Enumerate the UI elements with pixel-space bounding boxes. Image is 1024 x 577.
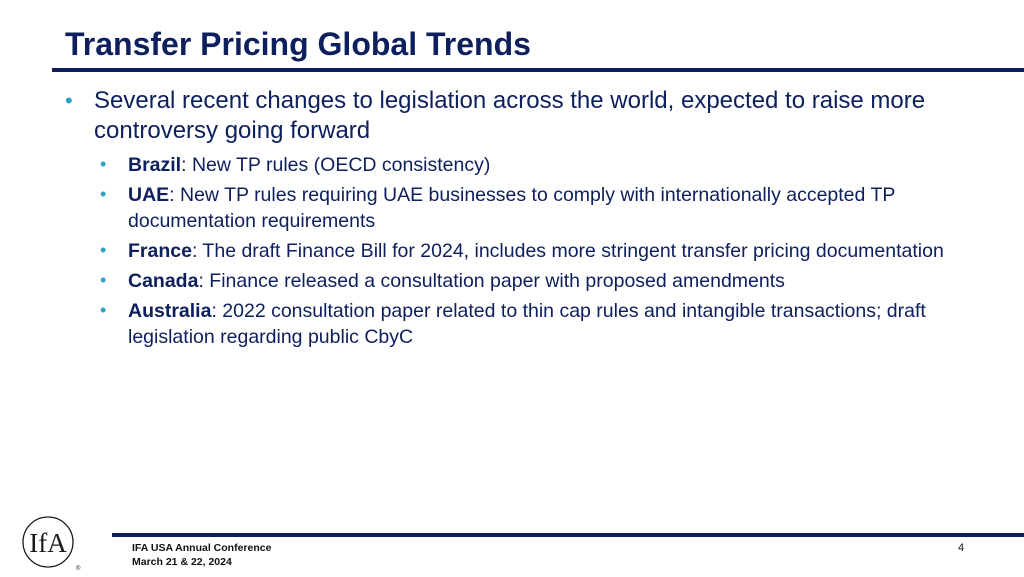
sub-bullet-text: : 2022 consultation paper related to thi… xyxy=(128,300,926,348)
sub-bullet-uae: • UAE: New TP rules requiring UAE busine… xyxy=(98,182,1005,234)
slide-content: • Several recent changes to legislation … xyxy=(60,86,1005,354)
sub-bullet-canada: • Canada: Finance released a consultatio… xyxy=(98,268,1005,294)
main-bullet: • Several recent changes to legislation … xyxy=(60,86,1005,146)
svg-text:®: ® xyxy=(76,565,81,572)
logo-mark: IfA xyxy=(29,528,67,558)
title-divider xyxy=(52,68,1024,72)
sub-bullet-brazil: • Brazil: New TP rules (OECD consistency… xyxy=(98,152,1005,178)
country-label: France xyxy=(128,240,192,262)
ifa-logo-icon: IfA ® xyxy=(18,514,82,572)
footer-conference: IFA USA Annual Conference xyxy=(132,542,272,554)
country-label: Brazil xyxy=(128,154,182,176)
bullet-dot-icon: • xyxy=(100,184,107,204)
country-label: UAE xyxy=(128,184,170,206)
sub-bullet-france: • France: The draft Finance Bill for 202… xyxy=(98,238,1005,264)
footer-divider xyxy=(112,533,1024,537)
sub-bullet-text: : The draft Finance Bill for 2024, inclu… xyxy=(191,240,944,262)
slide-title: Transfer Pricing Global Trends xyxy=(65,26,531,62)
sub-bullet-text: : New TP rules (OECD consistency) xyxy=(181,154,491,176)
bullet-dot-icon: • xyxy=(100,300,107,320)
page-number: 4 xyxy=(958,542,965,554)
bullet-dot-icon: • xyxy=(100,240,107,260)
footer-info: IFA USA Annual Conference March 21 & 22,… xyxy=(132,541,271,569)
sub-bullet-australia: • Australia: 2022 consultation paper rel… xyxy=(98,298,1005,350)
bullet-dot-icon: • xyxy=(100,270,107,290)
country-label: Australia xyxy=(128,300,212,322)
footer-dates: March 21 & 22, 2024 xyxy=(132,556,232,568)
bullet-dot-icon: • xyxy=(65,88,73,113)
sub-bullet-list: • Brazil: New TP rules (OECD consistency… xyxy=(60,152,1005,350)
sub-bullet-text: : New TP rules requiring UAE businesses … xyxy=(128,184,896,232)
bullet-dot-icon: • xyxy=(100,154,107,174)
country-label: Canada xyxy=(128,270,199,292)
sub-bullet-text: : Finance released a consultation paper … xyxy=(198,270,785,292)
main-bullet-text: Several recent changes to legislation ac… xyxy=(94,87,926,144)
